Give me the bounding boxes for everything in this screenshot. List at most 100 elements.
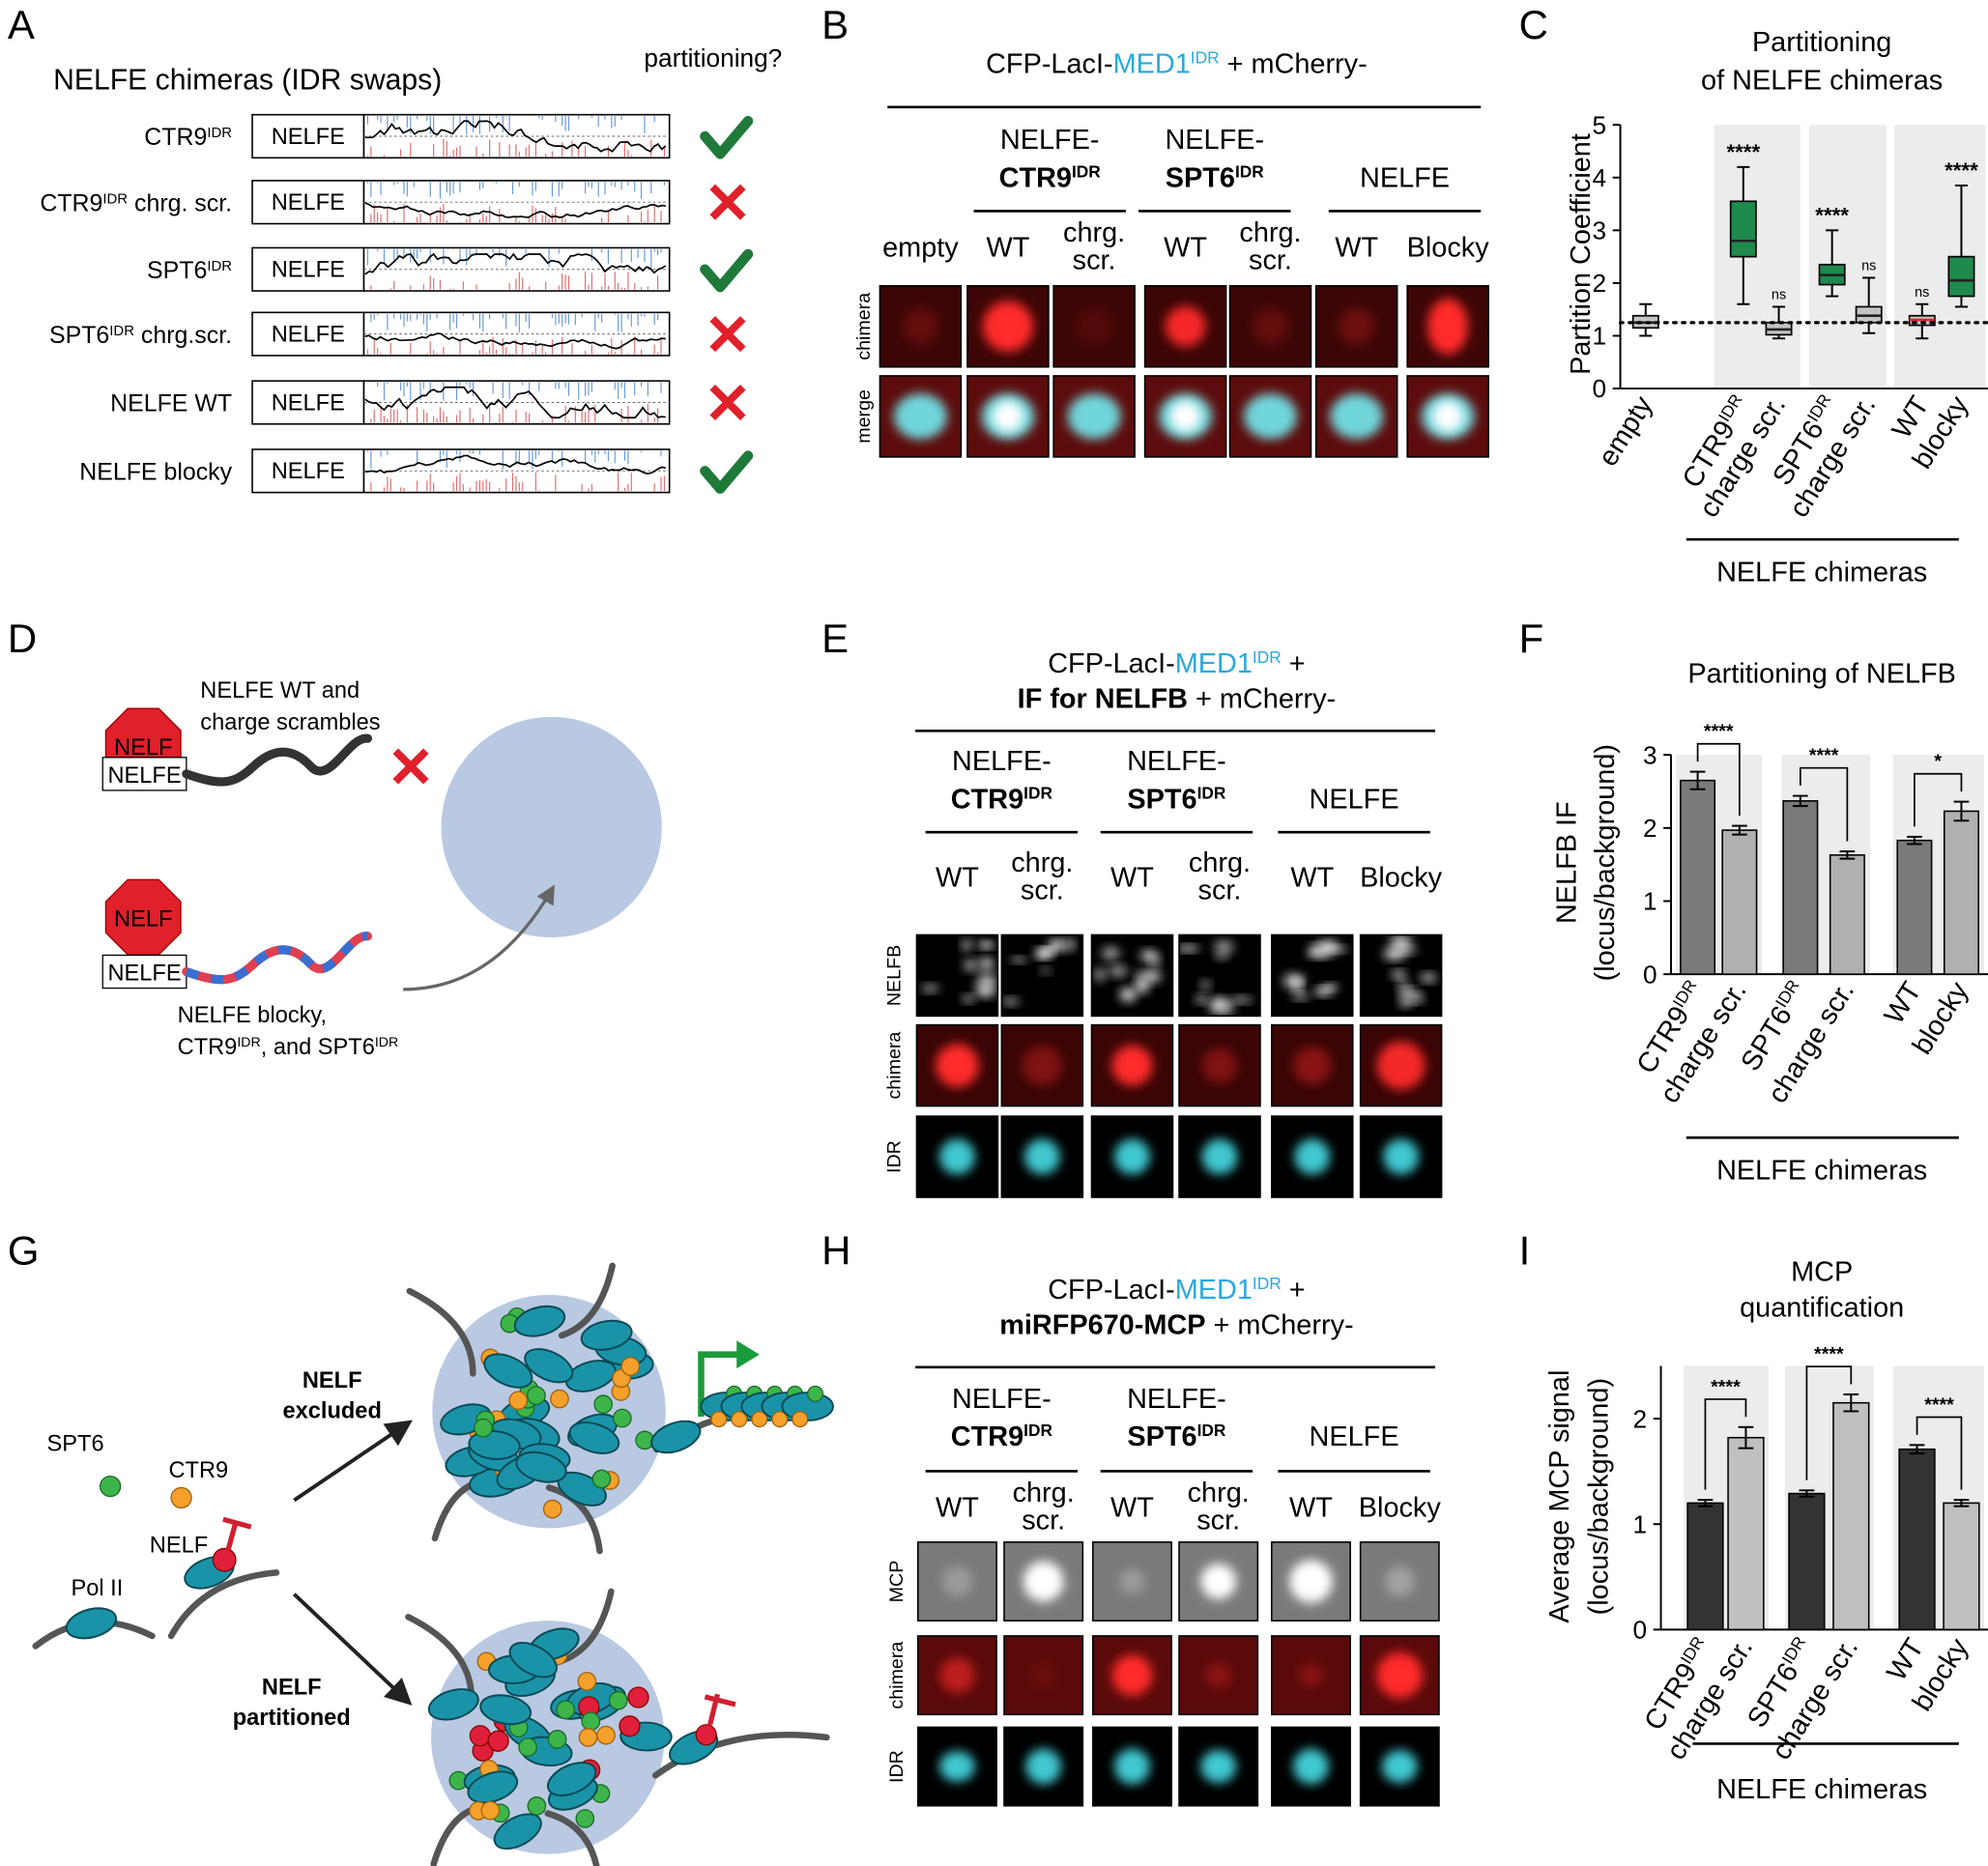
signal-blob <box>941 1565 973 1597</box>
y-tick-label: 1 <box>1633 1509 1648 1538</box>
micrograph <box>1360 934 1442 1017</box>
signal-blob <box>1427 298 1469 355</box>
condition-label: chrg. <box>1013 1478 1075 1508</box>
pol-ii <box>468 1429 521 1460</box>
significance-bracket <box>1799 766 1849 842</box>
micrograph <box>1179 934 1260 1017</box>
micrograph <box>1092 1635 1172 1715</box>
ctr9 <box>577 1672 597 1691</box>
chart-title: of NELFE chimeras <box>1701 65 1943 96</box>
significance-bracket <box>1805 1365 1853 1480</box>
pol-ii <box>483 1353 533 1389</box>
panel-letter: G <box>8 1228 40 1274</box>
chart-title: Partitioning of NELFB <box>1687 658 1956 689</box>
bar <box>1788 1492 1826 1631</box>
group-shade <box>1809 125 1887 389</box>
signal-blob <box>1011 957 1026 963</box>
signal-blob <box>1420 973 1437 983</box>
signal-blob <box>1201 1138 1238 1175</box>
signal-blob <box>1330 393 1384 440</box>
nelf-label: NELF <box>114 906 172 932</box>
condition-label: scr. <box>1021 876 1064 906</box>
signal-blob <box>1200 1749 1237 1784</box>
condition-label: WT <box>1110 863 1154 894</box>
chromatin <box>167 1569 280 1640</box>
y-tick-label: 2 <box>1633 1404 1648 1433</box>
micrograph-frame <box>1271 1635 1351 1716</box>
row-label: SPT6IDR <box>147 257 232 284</box>
micrograph-frame <box>1178 1726 1259 1807</box>
nelf-label: NELF <box>114 735 172 761</box>
chromatin <box>651 1731 830 1779</box>
micrograph <box>1315 375 1397 457</box>
micrograph-frame <box>1000 1023 1084 1107</box>
row-label: IDR <box>883 1140 905 1173</box>
text-part: chrg.scr. <box>134 322 232 349</box>
panel-header: miRFP670-MCP + mCherry- <box>999 1310 1353 1341</box>
cross-mark <box>709 184 746 220</box>
micrograph <box>1092 1541 1172 1622</box>
charge-profile <box>364 386 666 419</box>
signal-blob <box>964 960 977 971</box>
micrograph-frame <box>915 1023 999 1107</box>
signal-blob <box>1339 308 1375 345</box>
micrograph-frame <box>1271 1726 1351 1807</box>
charge-profile <box>364 252 667 275</box>
y-tick-label: 2 <box>1643 814 1657 843</box>
signal-blob <box>1111 1654 1153 1696</box>
arrow <box>293 1593 413 1706</box>
pol-ii <box>479 1694 533 1726</box>
micrograph <box>1315 285 1397 367</box>
row-label: SPT6IDR chrg.scr. <box>49 322 232 349</box>
signal-blob <box>1293 978 1303 990</box>
significance: **** <box>1809 745 1839 766</box>
signal-blob <box>1209 998 1227 1014</box>
panel-header: CFP-LacI-MED1IDR + <box>1048 647 1305 679</box>
cross-mark <box>709 384 746 421</box>
cross-mark <box>392 748 429 785</box>
micrograph-frame <box>1092 1635 1172 1716</box>
signal-blob <box>1389 934 1413 951</box>
tss-arrow <box>698 1351 739 1417</box>
ctr9 <box>596 1725 616 1745</box>
micrograph <box>1053 375 1136 457</box>
check-mark <box>700 450 754 494</box>
micrograph <box>1360 1541 1439 1622</box>
text-part: + mCherry- <box>1220 48 1368 79</box>
domain-label: NELFE <box>272 125 345 150</box>
text-part: MED1 <box>1113 48 1191 79</box>
ctr9 <box>170 1486 192 1509</box>
signal-blob <box>980 958 994 969</box>
micrograph-frame <box>1000 1115 1084 1198</box>
signal-blob <box>1289 1560 1333 1603</box>
text-part: chrg. scr. <box>128 189 232 216</box>
micrograph-frame <box>1271 1115 1354 1198</box>
micrograph-frame <box>1178 1541 1259 1622</box>
micrograph <box>1407 285 1489 367</box>
signal-blob <box>1094 967 1106 982</box>
g-label: partitioned <box>233 1706 351 1731</box>
condition-label: chrg. <box>1011 847 1073 878</box>
signal-blob <box>1179 945 1199 952</box>
condensate <box>441 716 662 938</box>
nelf-brake <box>704 1693 736 1726</box>
significance-bracket <box>1696 742 1741 817</box>
box <box>1947 255 1975 298</box>
micrograph <box>1001 1116 1083 1198</box>
nelfe-box <box>101 954 187 990</box>
group-label: CTR9IDR <box>999 161 1102 193</box>
significance-bracket <box>1916 1416 1963 1490</box>
charge-profile <box>364 120 667 153</box>
panel-header: CFP-LacI-MED1IDR + <box>1048 1274 1305 1306</box>
micrograph <box>1407 375 1489 457</box>
signal-blob <box>939 1751 975 1782</box>
text-part: SPT6 <box>49 322 109 349</box>
group-label: NELFE- <box>1127 1384 1226 1415</box>
idr-tail-blocks <box>185 932 369 985</box>
signal-blob <box>1411 993 1424 1003</box>
group-label: NELFE- <box>1127 746 1226 777</box>
micrograph <box>1271 1541 1351 1622</box>
signal-blob <box>1030 1662 1056 1688</box>
text-part: + <box>1282 648 1306 679</box>
